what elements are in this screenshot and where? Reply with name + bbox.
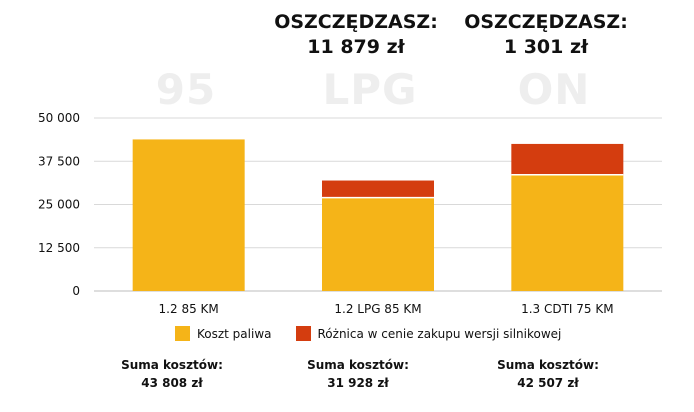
y-tick-label: 25 000 [38,198,80,212]
total-lpg-label: Suma kosztów: [307,358,409,372]
bar-fuel-cost [511,174,624,291]
bar-price-difference [511,143,624,175]
legend-swatch-fuel-cost [175,326,190,341]
fuel-label-on: ON [517,65,591,114]
savings-lpg-amount: 11 879 zł [307,36,405,58]
total-95: Suma kosztów: 43 808 zł [87,356,257,392]
total-on-value: 42 507 zł [517,376,579,390]
total-lpg: Suma kosztów: 31 928 zł [273,356,443,392]
legend-swatch-price-difference [295,326,311,341]
fuel-label-lpg: LPG [322,65,418,114]
bar-price-difference [322,180,434,198]
legend-label-fuel-cost: Koszt paliwa [197,326,272,341]
total-lpg-value: 31 928 zł [327,376,389,390]
y-tick-label: 12 500 [38,241,80,255]
savings-lpg-label: OSZCZĘDZASZ: [274,11,438,33]
savings-on-amount: 1 301 zł [503,36,589,58]
y-tick-label: 0 [72,284,80,298]
legend-item-fuel-cost: Koszt paliwa [175,326,272,341]
savings-lpg: OSZCZĘDZASZ: 11 879 zł [261,10,451,60]
total-on: Suma kosztów: 42 507 zł [463,356,633,392]
total-95-label: Suma kosztów: [121,358,223,372]
fuel-label-95: 95 [155,65,217,114]
x-category-label: 1.2 85 KM [159,302,219,316]
bar-fuel-cost [322,197,434,291]
total-95-value: 43 808 zł [141,376,203,390]
legend: Koszt paliwa Różnica w cenie zakupu wers… [175,326,585,341]
legend-item-price-difference: Różnica w cenie zakupu wersji silnikowej [295,326,562,341]
x-category-label: 1.3 CDTI 75 KM [521,302,614,316]
savings-on-label: OSZCZĘDZASZ: [464,11,628,33]
y-tick-label: 50 000 [38,111,80,125]
y-tick-label: 37 500 [38,154,80,168]
savings-on: OSZCZĘDZASZ: 1 301 zł [451,10,641,60]
x-category-label: 1.2 LPG 85 KM [334,302,421,316]
legend-label-price-difference: Różnica w cenie zakupu wersji silnikowej [317,326,562,341]
total-on-label: Suma kosztów: [497,358,599,372]
bar-fuel-cost [132,139,245,291]
